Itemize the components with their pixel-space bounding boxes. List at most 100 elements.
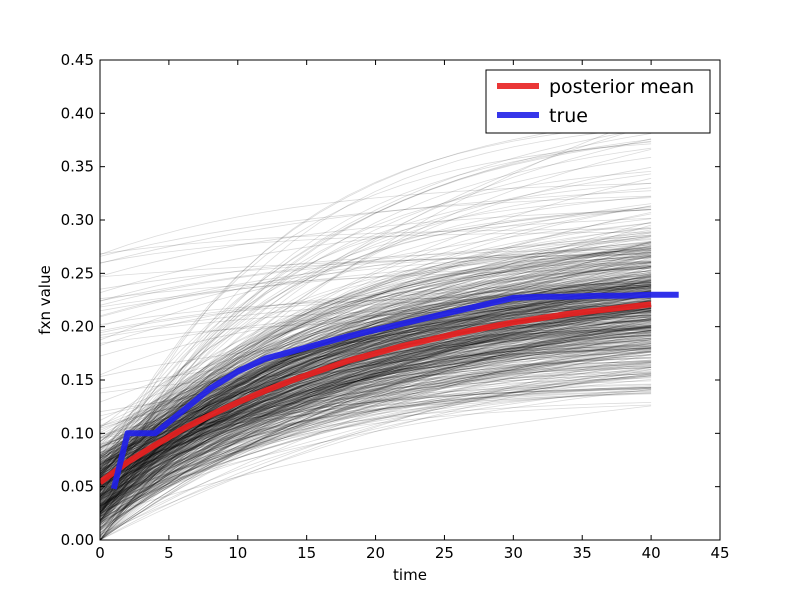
sample-curve <box>100 248 652 503</box>
sample-curve <box>100 290 652 511</box>
sample-curve <box>100 329 652 472</box>
sample-curve <box>100 391 652 506</box>
sample-curve <box>100 253 652 494</box>
sample-curve <box>100 279 652 525</box>
sample-curve <box>100 312 652 530</box>
sample-curve <box>100 235 652 513</box>
sample-curve <box>100 350 652 474</box>
sample-curve <box>100 289 652 491</box>
sample-curve <box>100 348 652 470</box>
sample-curve <box>100 321 652 513</box>
sample-curve <box>100 332 652 486</box>
sample-curve <box>100 377 652 486</box>
sample-curve <box>100 282 652 479</box>
sample-curve <box>100 305 652 524</box>
legend: posterior mean true <box>485 69 711 134</box>
x-tick-label: 40 <box>642 544 661 562</box>
sample-curve <box>100 264 652 501</box>
sample-curve <box>100 271 652 501</box>
sample-curve <box>100 247 652 317</box>
sample-curve <box>100 405 652 517</box>
sample-curve <box>100 254 652 278</box>
sample-curve <box>100 308 652 466</box>
sample-curve <box>100 265 652 538</box>
y-tick-label: 0.00 <box>61 531 94 549</box>
sample-curve <box>100 262 652 453</box>
sample-curve <box>100 284 652 440</box>
sample-curve <box>100 355 652 507</box>
sample-curve <box>100 333 652 485</box>
sample-curve <box>100 326 652 482</box>
sample-curve <box>100 275 652 469</box>
sample-curve <box>100 156 652 476</box>
sample-curve <box>100 300 652 522</box>
sample-curve <box>100 208 652 470</box>
sample-curve <box>100 325 652 466</box>
sample-curve <box>100 350 652 521</box>
sample-curve <box>100 334 652 522</box>
sample-curve <box>100 373 652 461</box>
sample-curve <box>100 291 652 479</box>
sample-curve <box>100 280 652 478</box>
sample-curve <box>100 325 652 417</box>
sample-curve <box>100 350 652 507</box>
sample-curve <box>100 261 652 486</box>
sample-curve <box>100 282 652 498</box>
sample-curve <box>100 392 652 447</box>
sample-curve <box>100 217 652 294</box>
sample-curve <box>100 333 652 529</box>
sample-curve <box>100 261 652 484</box>
sample-curve <box>100 318 652 513</box>
sample-curve <box>100 307 652 508</box>
sample-curve <box>100 285 652 522</box>
sample-curve <box>100 270 652 540</box>
sample-curve <box>100 341 652 532</box>
sample-curve <box>100 317 652 523</box>
sample-curve <box>100 334 652 488</box>
sample-curve <box>100 326 652 496</box>
sample-curve <box>100 332 652 499</box>
sample-curve <box>100 255 652 464</box>
sample-curve <box>100 313 652 500</box>
sample-curve <box>100 305 652 466</box>
sample-curve <box>100 324 652 509</box>
sample-curve <box>100 347 652 460</box>
sample-curve <box>100 270 652 474</box>
sample-curve <box>100 353 652 495</box>
sample-curve <box>100 330 652 493</box>
sample-curve <box>100 305 652 482</box>
sample-curve <box>100 284 652 493</box>
x-axis-label: time <box>393 566 427 584</box>
sample-curve <box>100 326 652 524</box>
sample-curve <box>100 262 652 520</box>
sample-curve <box>100 278 652 540</box>
sample-curve <box>100 359 652 506</box>
sample-curve <box>100 255 652 497</box>
sample-curve <box>100 249 652 488</box>
sample-curve <box>100 276 652 491</box>
sample-curve <box>100 337 652 488</box>
sample-curve <box>100 279 652 514</box>
sample-curve <box>100 276 652 478</box>
sample-curve <box>100 287 652 470</box>
sample-curve <box>100 319 652 520</box>
sample-curve <box>100 281 652 465</box>
sample-curve <box>100 252 652 502</box>
sample-curve <box>100 252 652 509</box>
sample-curve <box>100 282 652 346</box>
sample-curve <box>100 315 652 482</box>
sample-curve <box>100 260 652 470</box>
sample-curve <box>100 310 652 498</box>
sample-curve <box>100 295 652 460</box>
sample-curve <box>100 319 652 512</box>
sample-curve <box>100 314 652 466</box>
sample-curve <box>100 335 652 474</box>
sample-curve <box>100 343 652 437</box>
sample-curve <box>100 329 652 515</box>
sample-curve <box>100 256 652 471</box>
sample-curve <box>100 256 652 465</box>
sample-curve <box>100 318 652 540</box>
sample-curve <box>100 308 652 540</box>
sample-curve <box>100 260 652 308</box>
sample-curve <box>100 273 652 505</box>
